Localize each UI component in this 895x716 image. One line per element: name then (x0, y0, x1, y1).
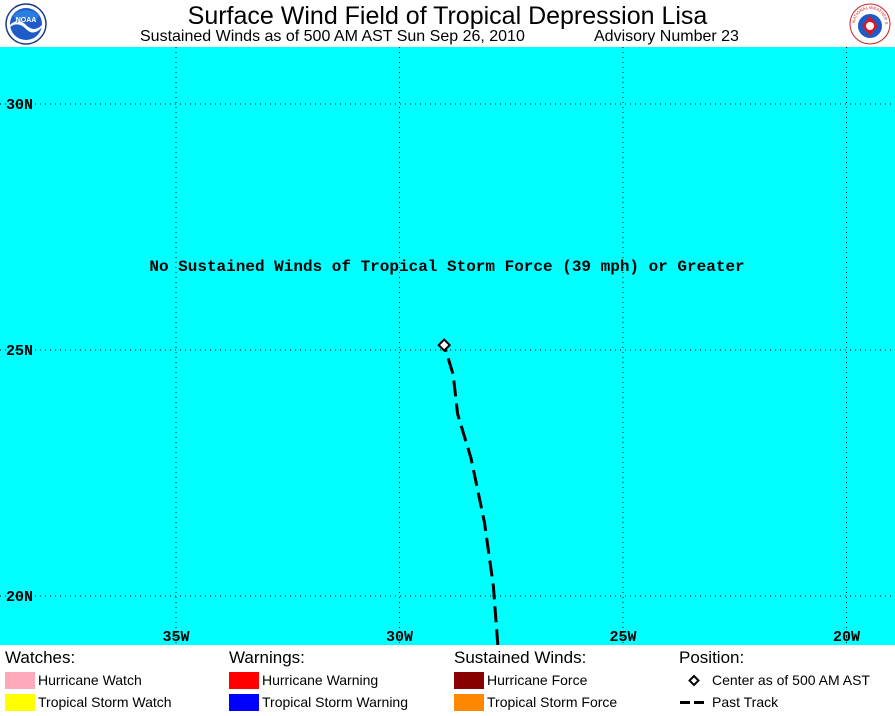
legend-item-tropical-storm-watch: Tropical Storm Watch (5, 691, 172, 713)
diamond-icon (679, 672, 709, 689)
legend-warnings: Warnings: Hurricane Warning Tropical Sto… (229, 647, 408, 713)
storm-center-diamond-icon (437, 338, 452, 352)
legend-warnings-heading: Warnings: (229, 648, 305, 667)
legend-position-heading: Position: (679, 648, 745, 667)
legend-item-hurricane-watch: Hurricane Watch (5, 669, 172, 691)
legend-item-label: Hurricane Watch (38, 672, 142, 688)
storm-map-canvas: 30N 25N 20N 35W 30W 25W 20W No Sustained Wind… (0, 47, 895, 646)
advisory-number: Advisory Number 23 (594, 28, 739, 45)
legend-watches-heading: Watches: (5, 648, 76, 667)
tropical-storm-warning-swatch (229, 693, 259, 711)
tropical-storm-force-swatch (454, 693, 484, 711)
noaa-logo-icon: NOAA (5, 3, 47, 45)
longitude-labels: 35W 30W 25W 20W (162, 629, 860, 646)
legend-item-label: Tropical Storm Force (487, 694, 618, 710)
latitude-label: 30N (6, 97, 33, 114)
page-subtitle: Sustained Winds as of 500 AM AST Sun Sep… (140, 28, 525, 45)
latitude-labels: 30N 25N 20N (6, 97, 33, 606)
longitude-label: 35W (162, 629, 189, 645)
legend-winds-heading: Sustained Winds: (454, 648, 587, 667)
hurricane-force-swatch (454, 671, 484, 689)
legend-item-label: Hurricane Warning (262, 672, 379, 688)
noaa-logo-text: NOAA (16, 17, 37, 24)
grid-lines (0, 47, 895, 645)
hurricane-warning-swatch (229, 671, 259, 689)
storm-map: 30N 25N 20N 35W 30W 25W 20W No Sustained Wind… (0, 47, 895, 646)
latitude-label: 20N (6, 589, 33, 606)
legend-item-center: Center as of 500 AM AST (679, 669, 870, 691)
past-track-line (442, 344, 500, 646)
map-legend: Watches: Hurricane Watch Tropical Storm … (0, 645, 895, 716)
legend-item-label: Tropical Storm Watch (38, 694, 172, 710)
legend-item-tropical-storm-force: Tropical Storm Force (454, 691, 617, 713)
longitude-label: 25W (609, 629, 636, 645)
legend-sustained-winds: Sustained Winds: Hurricane Force Tropica… (454, 647, 617, 713)
no-winds-message: No Sustained Winds of Tropical Storm For… (149, 258, 744, 276)
legend-item-tropical-storm-warning: Tropical Storm Warning (229, 691, 408, 713)
page-title: Surface Wind Field of Tropical Depressio… (187, 2, 708, 30)
legend-item-label: Tropical Storm Warning (262, 694, 409, 710)
longitude-label: 30W (386, 629, 413, 645)
legend-item-hurricane-force: Hurricane Force (454, 669, 617, 691)
legend-item-label: Past Track (712, 694, 779, 710)
dashed-line-icon (679, 694, 709, 711)
tropical-storm-watch-swatch (5, 693, 35, 711)
hurricane-watch-swatch (5, 671, 35, 689)
legend-item-label: Hurricane Force (487, 672, 588, 688)
map-header: NOAA Surface Wind Field of Tropical Depr… (0, 0, 895, 47)
latitude-label: 25N (6, 343, 33, 360)
national-weather-service-logo-icon: NATIONAL WEATHER SERVICE (847, 0, 891, 45)
legend-item-past-track: Past Track (679, 691, 870, 713)
legend-watches: Watches: Hurricane Watch Tropical Storm … (5, 647, 172, 713)
legend-item-hurricane-warning: Hurricane Warning (229, 669, 408, 691)
legend-item-label: Center as of 500 AM AST (712, 672, 870, 688)
legend-position: Position: Center as of 500 AM AST Past T… (679, 647, 870, 713)
longitude-label: 20W (833, 629, 860, 645)
